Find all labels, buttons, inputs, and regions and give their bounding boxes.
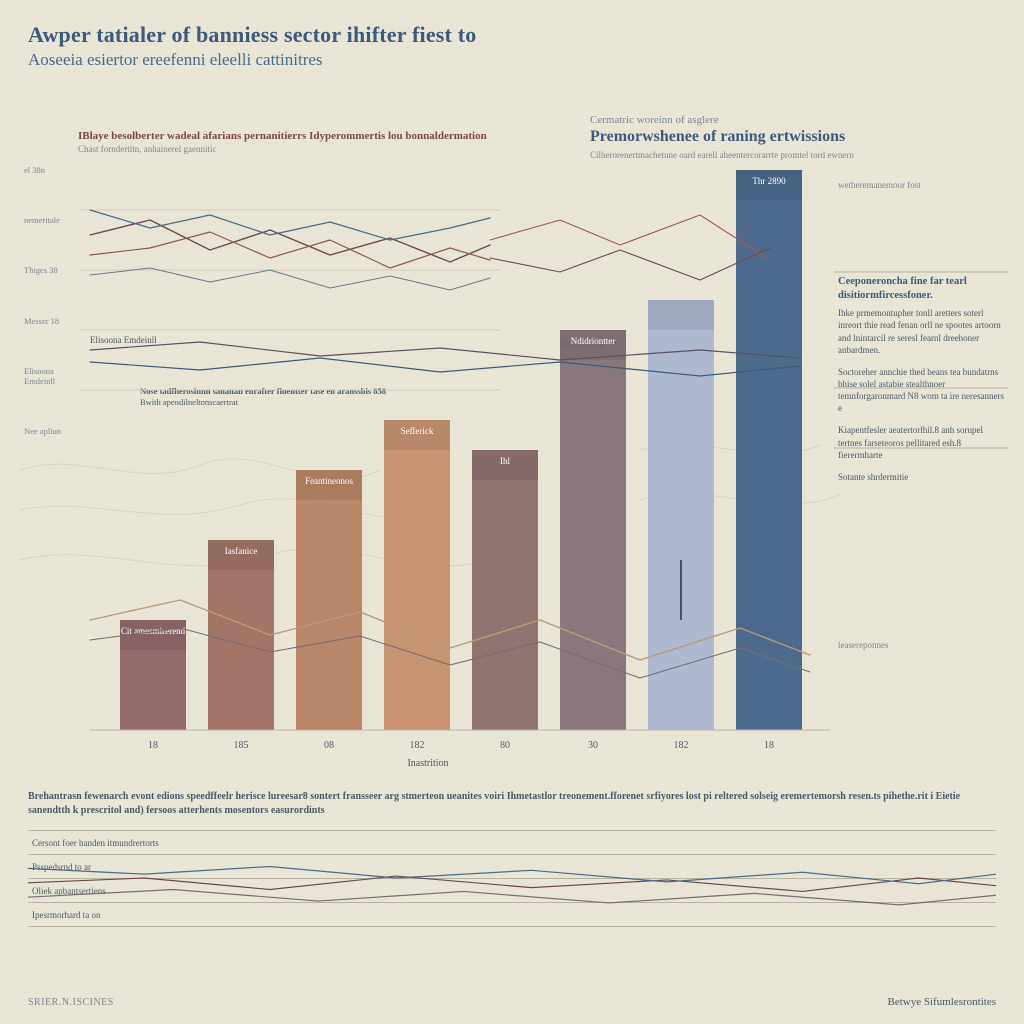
svg-text:182: 182 xyxy=(410,740,425,751)
bar: Ndidriontter xyxy=(560,330,626,730)
svg-text:Ihl: Ihl xyxy=(500,456,510,466)
svg-text:Feantineonos: Feantineonos xyxy=(305,476,353,486)
svg-text:185: 185 xyxy=(234,740,249,751)
strip-row: Oliek apbantsertiens xyxy=(28,878,996,902)
bottom-left-credit: SRIER.N.ISCINES xyxy=(28,997,114,1008)
svg-text:18: 18 xyxy=(764,740,774,751)
svg-text:18: 18 xyxy=(148,740,158,751)
bottom-right-credit: Betwye Sifumlesrontites xyxy=(888,996,996,1008)
footnote-block: Brehantrasn fewenarch evont edions speed… xyxy=(28,790,996,827)
bar: Cit amesmirerend xyxy=(120,620,186,730)
svg-text:Sefferick: Sefferick xyxy=(401,426,434,436)
bar: Thr 2890 xyxy=(736,170,802,730)
svg-text:08: 08 xyxy=(324,740,334,751)
strip-row: Ipesrmorhard ta on xyxy=(28,902,996,926)
strip-row: Cersont foer banden itmundrertorts xyxy=(28,830,996,854)
footnote-lead: Brehantrasn fewenarch evont edions speed… xyxy=(28,790,996,817)
bar: Feantineonos xyxy=(296,470,362,730)
bar: Iasfanice xyxy=(208,540,274,730)
svg-text:Iasfanice: Iasfanice xyxy=(225,546,257,556)
strip-table: Cersont foer banden itmundrertortsPssped… xyxy=(28,830,996,927)
page-root: Awper tatialer of banniess sector ihifte… xyxy=(0,0,1024,1024)
svg-text:Thr 2890: Thr 2890 xyxy=(752,176,786,186)
bar: Ihl xyxy=(472,450,538,730)
strip-row: Psspedsrnd to ar xyxy=(28,854,996,878)
bar: Sefferick xyxy=(384,420,450,730)
svg-text:80: 80 xyxy=(500,740,510,751)
svg-text:Ndidriontter: Ndidriontter xyxy=(571,336,616,346)
svg-text:182: 182 xyxy=(674,740,689,751)
svg-text:30: 30 xyxy=(588,740,598,751)
svg-text:Inastrition: Inastrition xyxy=(407,758,448,769)
